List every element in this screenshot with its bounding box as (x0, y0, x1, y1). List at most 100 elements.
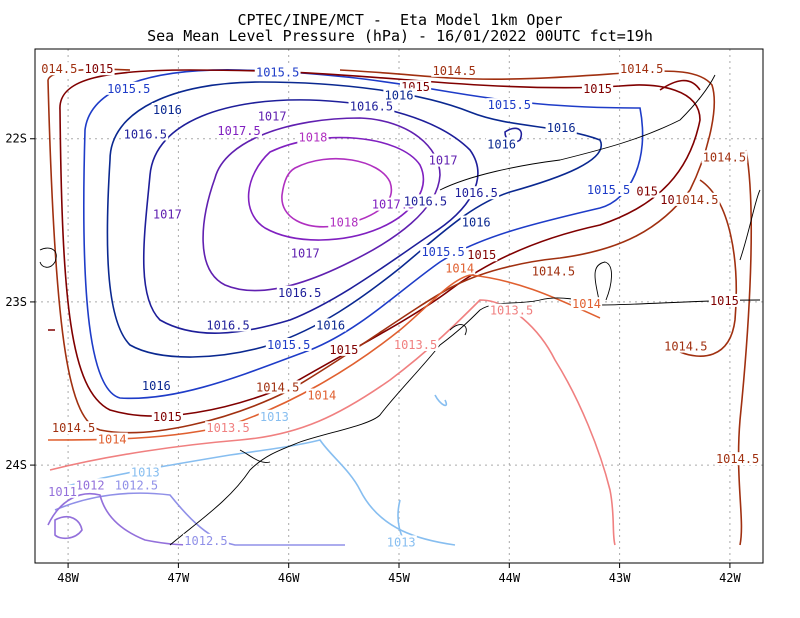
isobar-1012-5 (54, 492, 345, 546)
isobar-label-bg (545, 120, 577, 134)
isobar-label: 1015.5 (421, 245, 464, 259)
isobar-1012 (54, 515, 83, 540)
isobar-label-bg (585, 182, 632, 196)
isobar-label: 1015 (467, 248, 496, 262)
isobar-label-bg (151, 409, 183, 423)
isobar-label: 1016.5 (404, 194, 447, 208)
isobar-label-bg (530, 264, 577, 278)
isobar-label: 1014.5 (620, 62, 663, 76)
isobar-label: 1012 (76, 478, 105, 492)
isobar-1015 (48, 79, 701, 331)
isobar-label: 1015 (153, 410, 182, 424)
isobar-label-bg (46, 484, 79, 498)
isobar-label-bg (431, 63, 478, 77)
isobar-label: 1013.5 (206, 421, 249, 435)
isobar-label-bg (453, 186, 500, 200)
isobar-label-bg (392, 337, 439, 351)
isobar-label: 1013 (131, 465, 160, 479)
isobar-label: 1015 (329, 343, 358, 357)
isobar-label: 1014.5 (256, 380, 299, 394)
map-axes: 48W 47W 46W 45W 44W 43W 42W 22S 23S 24S (5, 132, 741, 585)
coastline-segment (594, 261, 612, 306)
isobar-label-bg (140, 378, 172, 392)
isobar-label-bg (297, 130, 329, 144)
isobar-1016-5 (143, 99, 479, 334)
isobar-label-bg (50, 421, 97, 435)
map-frame (34, 48, 764, 564)
map-subtitle: Sea Mean Level Pressure (hPa) - 16/01/20… (147, 27, 653, 45)
isobar-label-bg (444, 261, 476, 275)
isobar-label: 1016.5 (350, 100, 393, 114)
isobar-label: 1014 (307, 389, 336, 403)
isobar-1014-5 (679, 149, 753, 546)
x-tick-label: 48W (57, 571, 79, 585)
isobar-label-bg (662, 339, 709, 353)
isobar-label: 1014.5 (432, 64, 475, 78)
isobar-1013-5 (49, 299, 616, 546)
isobar-label-bg (383, 88, 415, 102)
isobar-label-bg (105, 81, 152, 95)
isobar-label: 1014 (445, 261, 474, 275)
isobar-label-bg (83, 62, 115, 76)
isobar-label: 1015.5 (267, 338, 310, 352)
isobar-label: 1014.5 (716, 452, 759, 466)
isobar-label-bg (129, 465, 161, 479)
isobar-label: 1017 (291, 247, 320, 261)
isobar-label-bg (581, 81, 614, 95)
isobar-label-bg (254, 65, 301, 79)
isobar-label-bg (183, 533, 229, 547)
isobar-label-bg (486, 98, 533, 112)
isobar-label-bg (315, 318, 347, 332)
isobar-label: 1016 (547, 121, 576, 135)
isobar-label-bg (151, 207, 183, 221)
isobar-label-bg (113, 478, 160, 492)
isobar-label-bg (74, 478, 106, 492)
isobar-label: 1016 (142, 379, 171, 393)
isobar-label: 1015 (710, 294, 739, 308)
isobar-label-bg (488, 303, 535, 317)
isobar-label-bg (258, 409, 290, 423)
isobar-label: 1016 (316, 318, 345, 332)
isobar-1017 (202, 117, 441, 292)
isobar-label-bg (348, 99, 395, 113)
isobar-label-bg (205, 421, 251, 435)
isobar-label-bg (427, 153, 459, 167)
isobar-label: 1015.5 (107, 82, 150, 96)
isobar-label: 1011 (48, 485, 77, 499)
isobar-label-bg (96, 432, 128, 446)
isobar-label: 1015 (583, 82, 612, 96)
isobar-label: 1017.5 (217, 124, 260, 138)
x-tick-label: 46W (278, 571, 300, 585)
isobar-label-bg (673, 192, 720, 206)
isobar-label-bg (402, 194, 449, 208)
isobar-label-bg (265, 337, 312, 351)
isobar-label: 1016 (385, 88, 414, 102)
isobar-label: 1012.5 (115, 478, 158, 492)
y-tick-label: 24S (5, 458, 27, 472)
isobar-label: 1014.5 (664, 340, 707, 354)
coastline-segment (739, 189, 761, 261)
isobar-label-bg (708, 293, 740, 307)
isobar-label: 1014.5 (675, 193, 718, 207)
coastline-segment (239, 449, 271, 463)
isobar-label: 014.5 (41, 62, 77, 76)
isobar-label: 1016.5 (124, 127, 167, 141)
isobar-label-bg (289, 246, 321, 260)
isobar-label: 1017 (153, 207, 182, 221)
map-title-block: CPTEC/INPE/MCT - Eta Model 1km Oper Sea … (0, 12, 800, 44)
isobar-1015 (59, 69, 701, 417)
isobar-1016 (106, 81, 603, 358)
y-tick-label: 23S (5, 295, 27, 309)
isobar-label-bg (635, 184, 660, 198)
isobar-label: 1018 (299, 131, 328, 145)
isobar-label-bg (122, 127, 169, 141)
isobar-label: 1015.5 (488, 98, 531, 112)
coastline-segment (449, 324, 467, 336)
isobar-label-bg (306, 388, 338, 402)
isobar-label: 1015 (85, 62, 114, 76)
isobar-label: 1016.5 (278, 286, 321, 300)
isobar-label-bg (205, 318, 251, 332)
isobar-label: 015 (636, 185, 658, 199)
